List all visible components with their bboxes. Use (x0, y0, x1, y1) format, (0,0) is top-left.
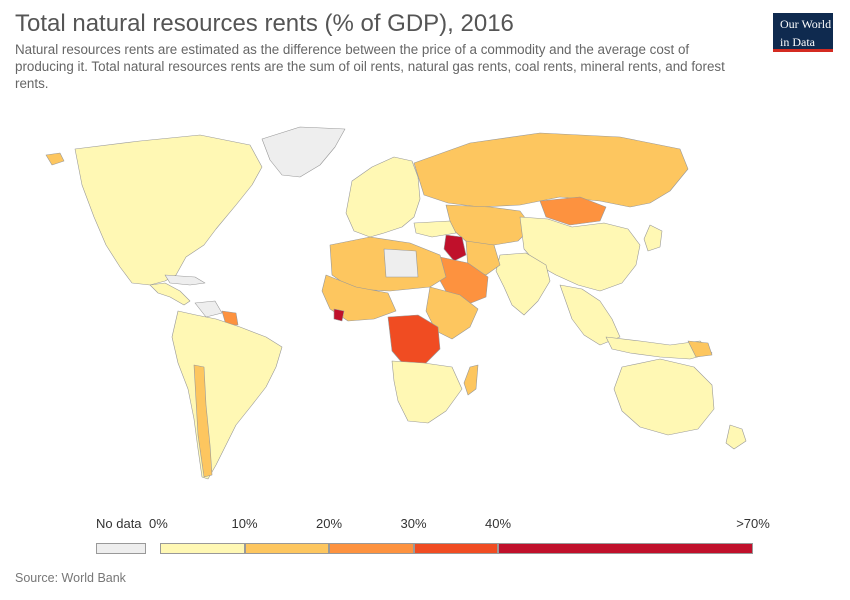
legend-tick-label: >70% (736, 516, 770, 531)
region-southeast-asia[interactable] (559, 284, 621, 346)
region-mongolia[interactable] (539, 196, 607, 226)
legend-tick-label: 20% (315, 516, 343, 531)
region-central-africa[interactable] (387, 314, 441, 366)
legend-tick-label: 30% (400, 516, 427, 531)
source-note[interactable]: Source: World Bank (15, 571, 126, 585)
region-turkey[interactable] (413, 220, 457, 238)
region-australia[interactable] (613, 358, 715, 436)
world-map[interactable] (0, 105, 850, 505)
region-libya[interactable] (383, 248, 419, 278)
legend-no-data-label: No data (96, 516, 142, 531)
region-andes-strip[interactable] (193, 364, 213, 478)
legend-bin-3[interactable] (329, 543, 414, 554)
region-iraq[interactable] (443, 234, 467, 262)
region-guyana[interactable] (221, 310, 239, 326)
region-india[interactable] (495, 252, 551, 316)
legend-bin-4[interactable] (413, 543, 498, 554)
region-alaska-spot[interactable] (45, 152, 65, 166)
logo-line-1: Our World (780, 17, 832, 31)
region-venezuela[interactable] (194, 300, 223, 318)
logo-line-2: in Data (780, 35, 815, 49)
region-europe[interactable] (345, 156, 421, 238)
legend-no-data-swatch[interactable] (96, 543, 146, 554)
legend-tick-label: 40% (484, 516, 512, 531)
legend-bin-2[interactable] (244, 543, 329, 554)
region-japan[interactable] (643, 224, 663, 252)
region-east-africa[interactable] (425, 286, 479, 340)
region-central-asia[interactable] (445, 204, 533, 246)
region-south-america[interactable] (171, 310, 283, 480)
region-caribbean[interactable] (164, 274, 206, 286)
region-liberia[interactable] (333, 308, 345, 322)
owid-logo[interactable]: Our World in Data (773, 13, 833, 52)
region-north-america[interactable] (74, 134, 263, 286)
color-legend: No data 0% 10% 20% 30% 40% >70% (0, 510, 850, 560)
region-greenland[interactable] (261, 126, 346, 178)
legend-tick-label: 0% (149, 516, 168, 531)
chart-subtitle: Natural resources rents are estimated as… (15, 42, 725, 91)
legend-bin-5[interactable] (498, 543, 753, 554)
region-russia[interactable] (413, 132, 689, 208)
region-southern-africa[interactable] (391, 360, 463, 424)
chart-title: Total natural resources rents (% of GDP)… (15, 10, 514, 37)
region-papua[interactable] (687, 340, 713, 358)
region-central-america[interactable] (149, 282, 191, 306)
region-madagascar[interactable] (463, 364, 479, 396)
region-new-zealand[interactable] (725, 424, 747, 450)
legend-tick-label: 10% (231, 516, 258, 531)
region-west-africa[interactable] (321, 274, 397, 322)
legend-bin-1[interactable] (160, 543, 245, 554)
